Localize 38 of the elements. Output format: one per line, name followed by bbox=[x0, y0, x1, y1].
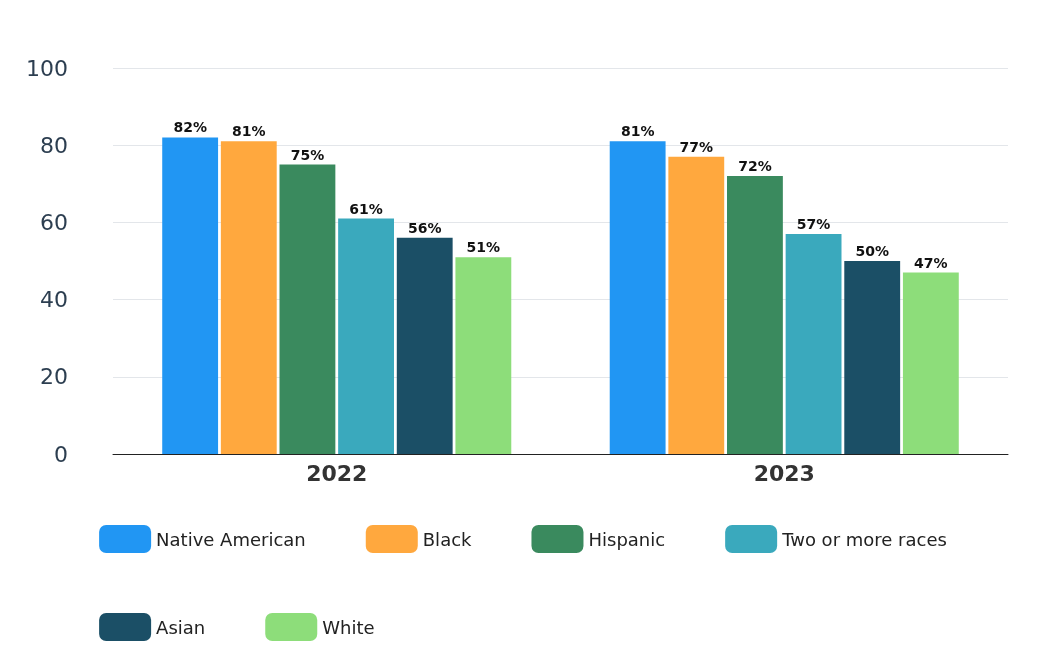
bar bbox=[844, 261, 901, 454]
bar bbox=[338, 218, 394, 454]
bar bbox=[609, 141, 666, 454]
data-label: 81% bbox=[232, 123, 266, 140]
legend-label: Two or more races bbox=[781, 528, 947, 550]
data-label: 72% bbox=[738, 158, 772, 175]
bar bbox=[396, 237, 453, 454]
legend-label: White bbox=[322, 616, 375, 638]
x-tick-label: 2022 bbox=[306, 460, 368, 486]
legend-label: Black bbox=[422, 528, 473, 550]
bar bbox=[668, 156, 725, 454]
y-tick-label: 40 bbox=[40, 287, 68, 313]
legend-label: Asian bbox=[156, 616, 206, 638]
x-tick-label: 2023 bbox=[753, 460, 815, 486]
bar bbox=[902, 272, 959, 454]
data-label: 75% bbox=[290, 146, 325, 163]
data-label: 81% bbox=[620, 123, 655, 140]
data-label: 82% bbox=[173, 119, 207, 136]
bar bbox=[785, 233, 842, 454]
data-label: 57% bbox=[796, 215, 831, 232]
legend-label: Hispanic bbox=[588, 528, 666, 550]
data-label: 56% bbox=[407, 219, 442, 236]
y-tick-label: 20 bbox=[40, 364, 68, 390]
y-tick-label: 0 bbox=[54, 441, 68, 467]
data-label: 61% bbox=[349, 200, 383, 217]
bar bbox=[279, 164, 336, 454]
bar bbox=[162, 137, 219, 454]
data-label: 77% bbox=[679, 138, 714, 155]
data-label: 51% bbox=[466, 239, 501, 256]
data-label: 50% bbox=[855, 243, 889, 259]
y-tick-label: 80 bbox=[40, 132, 68, 158]
bar bbox=[455, 257, 512, 454]
y-tick-label: 60 bbox=[40, 209, 68, 235]
y-tick-label: 100 bbox=[26, 55, 68, 81]
bar bbox=[220, 141, 277, 454]
data-label: 47% bbox=[914, 254, 948, 271]
legend-label: Native American bbox=[156, 528, 306, 550]
bar bbox=[727, 176, 783, 454]
